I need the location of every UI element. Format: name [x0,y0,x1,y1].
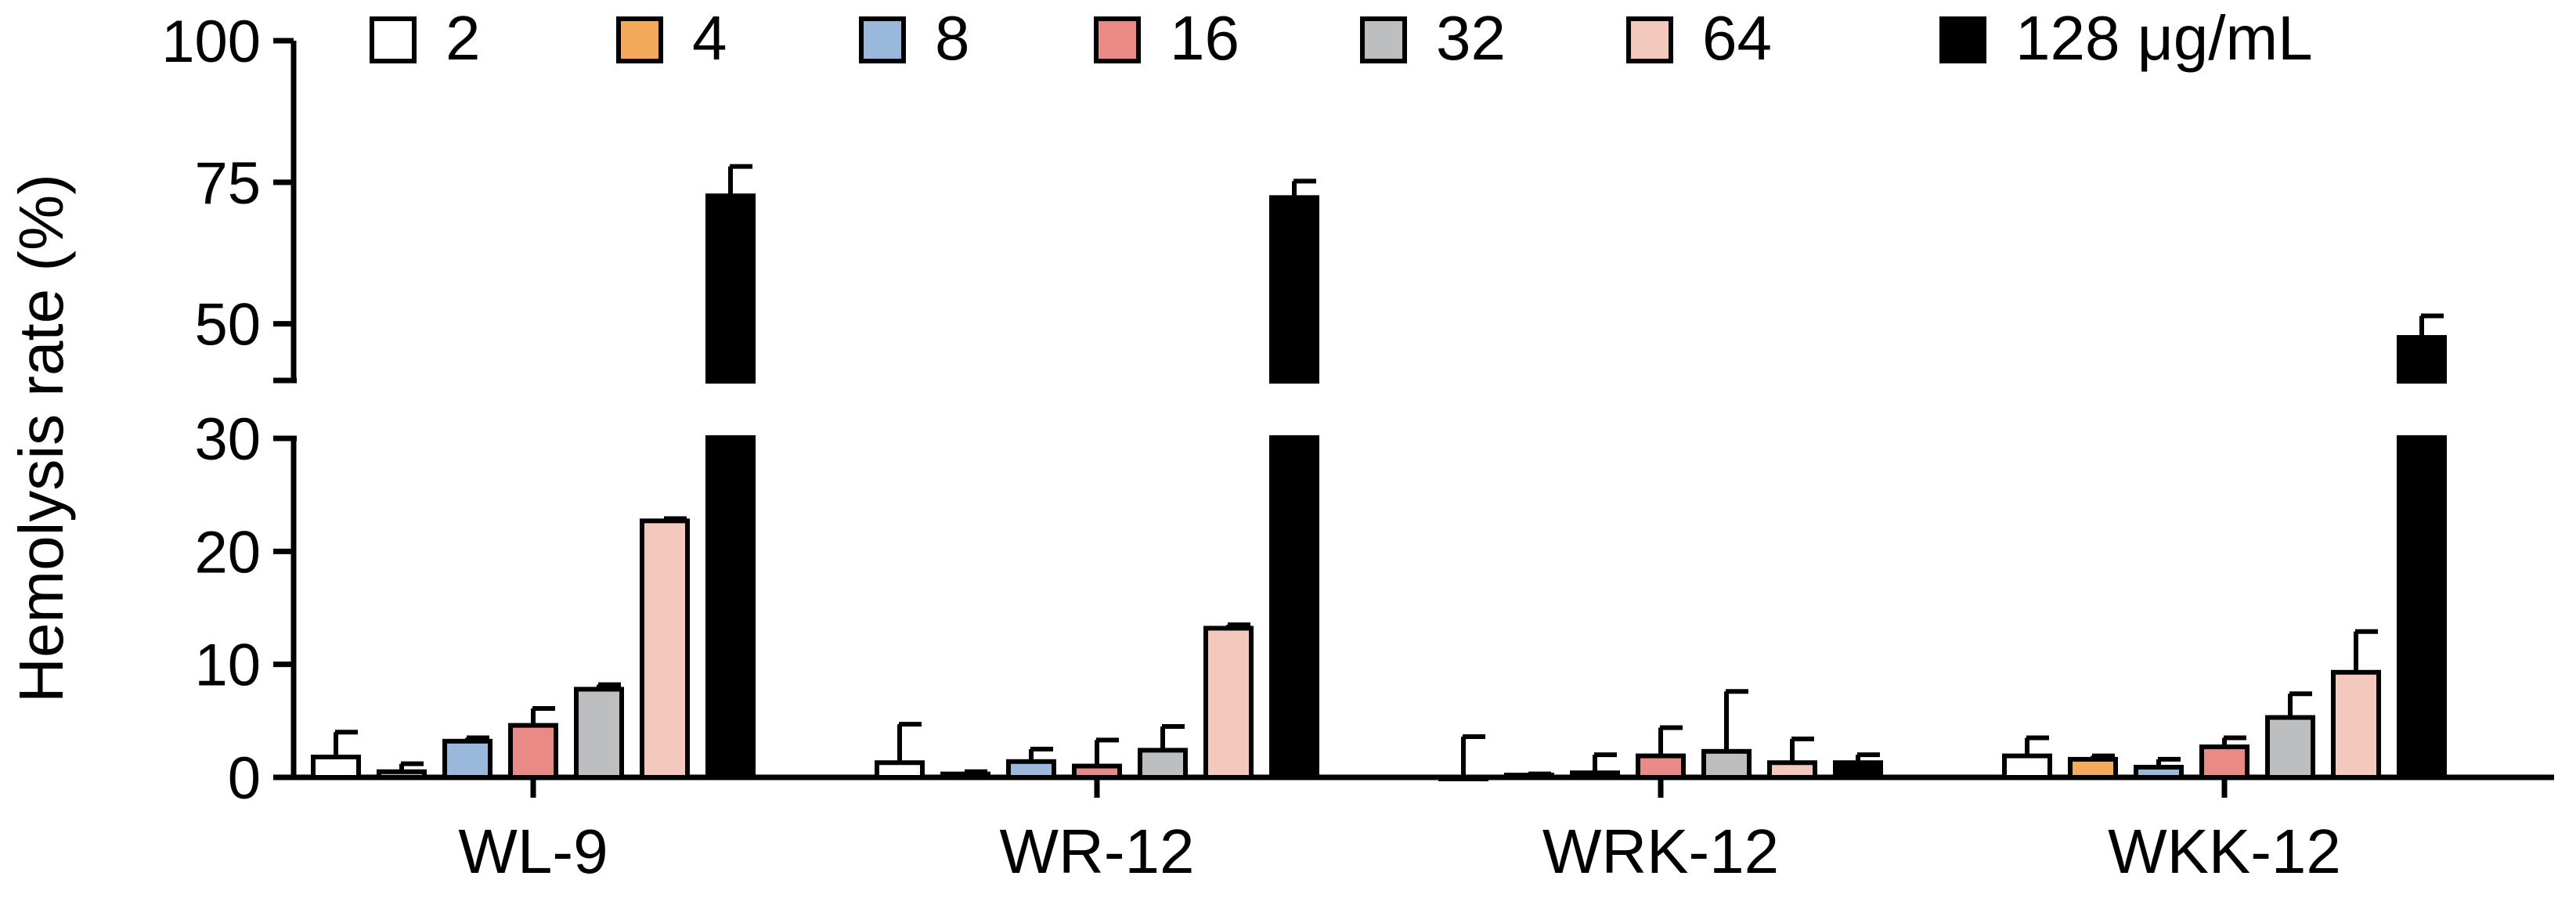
bar-wl-9-s1 [311,755,361,780]
x-category-label: WRK-12 [1542,816,1779,886]
bar-break-gap [2394,384,2449,435]
legend-swatch [370,16,417,63]
bar-wr-12-s3 [1006,759,1056,780]
bar-wrk-12-s3 [1570,770,1620,780]
bar-wrk-12-s7 [1833,760,1883,780]
bar-wr-12-s5 [1138,748,1188,780]
bar-wrk-12-s6 [1767,760,1817,780]
y-tick-label: 50 [194,292,261,359]
legend-label: 2 [446,3,481,73]
bar-wr-12-s7 [1269,195,1319,780]
bar-wl-9-s5 [574,687,624,780]
x-category-label: WL-9 [458,816,608,886]
bar-wrk-12-s5 [1701,748,1752,780]
bar-break-gap [703,384,758,435]
y-tick-label: 30 [194,406,261,473]
bar-wl-9-s7 [705,193,756,780]
bar-wrk-12-s1 [1438,775,1488,781]
y-axis-title: Hemolysis rate (%) [6,174,76,703]
legend-swatch [1094,16,1141,63]
y-tick-label: 75 [194,150,261,217]
bar-wl-9-s2 [377,769,427,780]
bar-wkk-12-s2 [2068,756,2118,780]
bar-wr-12-s6 [1203,625,1254,780]
x-category-label: WR-12 [1000,816,1195,886]
legend-label: 8 [935,3,970,73]
bar-wkk-12-s6 [2331,669,2381,780]
y-tick-label: 0 [228,745,261,812]
bar-wl-9-s3 [442,738,492,780]
legend-label: 4 [692,3,727,73]
bar-wrk-12-s4 [1636,753,1686,780]
bar-wr-12-s4 [1072,763,1122,780]
y-tick-label: 10 [194,633,261,699]
legend-label: 32 [1436,3,1506,73]
bars-group [311,164,2449,781]
bar-wl-9-s4 [508,723,558,780]
bar-wr-12-s1 [875,760,925,780]
axes-group: 0 10 20 30 50 75 100 WL-9 WR-12 WRK-12 WKK-12 [161,9,2554,886]
bar-wl-9-s6 [640,518,690,780]
x-category-label: WKK-12 [2108,816,2341,886]
bar-wkk-12-s4 [2199,744,2249,780]
y-tick-label: 100 [161,9,261,75]
legend-group: 2 4 8 16 32 64 128 μg/mL [370,3,2313,73]
legend-swatch [859,16,906,63]
legend-swatch [616,16,663,63]
legend-swatch [1626,16,1673,63]
bar-wr-12-s2 [940,771,990,780]
legend-swatch [1360,16,1407,63]
legend-label: 16 [1170,3,1239,73]
y-tick-label: 20 [194,519,261,586]
bar-wkk-12-s1 [2002,753,2052,780]
bar-break-gap [1267,384,1322,435]
legend-label: 64 [1702,3,1772,73]
bar-wkk-12-s3 [2134,765,2184,780]
bar-wkk-12-s5 [2265,715,2315,780]
legend-swatch [1939,16,1986,63]
legend-label: 128 μg/mL [2015,3,2313,73]
